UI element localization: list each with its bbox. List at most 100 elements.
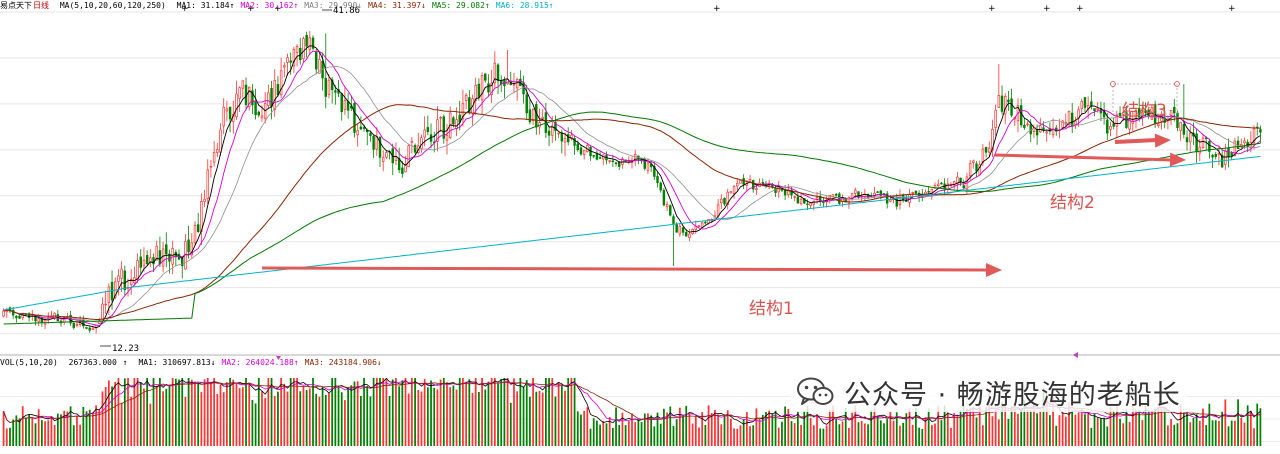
- volume-bar: [411, 378, 413, 446]
- candle-body: [292, 49, 296, 67]
- candle-body: [381, 157, 385, 162]
- volume-bar: [417, 389, 420, 446]
- volume-bar: [768, 410, 771, 446]
- event-marker: +: [247, 4, 255, 14]
- candle-body: [822, 201, 825, 204]
- volume-bar: [867, 424, 869, 446]
- volume-bar: [1246, 405, 1249, 446]
- volume-bar: [497, 383, 499, 446]
- candle-body: [582, 149, 586, 155]
- volume-bar: [857, 422, 860, 446]
- event-marker: +: [1076, 4, 1084, 14]
- candle-body: [608, 160, 611, 162]
- candle-body: [276, 84, 280, 96]
- volume-bar: [774, 410, 777, 446]
- volume-bar: [159, 378, 161, 446]
- volume-bar: [130, 396, 133, 446]
- ma-line-60: [3, 104, 1261, 320]
- candle-body: [1070, 112, 1074, 127]
- candle-body: [1083, 97, 1087, 108]
- volume-bar: [238, 388, 241, 446]
- candle-body: [751, 180, 755, 190]
- ma-legend-item-2: MA2: 30.162↑: [240, 1, 299, 10]
- candle-body: [994, 109, 997, 128]
- volume-bar: [570, 378, 573, 446]
- candle-body: [1198, 146, 1202, 154]
- candle-body: [1144, 110, 1147, 114]
- candle-body: [1208, 141, 1211, 152]
- volume-bar: [219, 384, 222, 446]
- volume-bar: [694, 416, 697, 446]
- volume-bar: [860, 420, 863, 446]
- volume-bar: [28, 414, 30, 446]
- volume-bar: [1045, 393, 1048, 446]
- candle-body: [200, 201, 203, 232]
- candle-body: [898, 194, 902, 205]
- volume-bar: [321, 386, 324, 446]
- structure1-arrow: [261, 266, 989, 272]
- volume-bar: [796, 411, 799, 446]
- ma-legend-item-4: MA4: 31.397↓: [368, 1, 426, 10]
- volume-bar: [127, 378, 129, 446]
- candle-body: [474, 84, 477, 102]
- candle-body: [327, 79, 331, 95]
- candle-body: [1243, 140, 1246, 144]
- volume-bar: [1163, 408, 1166, 446]
- candle-body: [614, 162, 618, 164]
- volume-bar: [31, 417, 34, 446]
- volume-bar: [854, 405, 857, 446]
- volume-bar: [37, 409, 40, 446]
- volume-bar: [420, 391, 423, 446]
- volume-bar: [69, 406, 72, 446]
- candle-body: [595, 153, 599, 160]
- stock-name[interactable]: 易点天下: [0, 1, 32, 10]
- volume-bar: [656, 412, 659, 446]
- volume-bar: [203, 379, 206, 446]
- candle-body: [716, 204, 720, 217]
- volume-bar: [647, 413, 649, 446]
- volume-bar: [449, 387, 452, 446]
- volume-bar: [675, 419, 678, 446]
- volume-bar: [825, 425, 828, 446]
- candle-body: [270, 87, 273, 107]
- volume-bar: [1157, 402, 1160, 446]
- volume-bar: [1042, 387, 1045, 446]
- volume-bar: [299, 391, 302, 446]
- volume-bar: [978, 400, 981, 446]
- volume-bar: [701, 412, 704, 446]
- period-label[interactable]: 日线: [33, 1, 49, 10]
- volume-bar: [717, 414, 720, 446]
- event-marker: +: [988, 4, 996, 14]
- candle-body: [512, 83, 516, 86]
- candle-body: [139, 256, 142, 268]
- candle-body: [375, 136, 379, 150]
- volume-bar: [82, 407, 85, 446]
- volume-bar: [994, 404, 997, 446]
- volume-bar: [146, 378, 149, 446]
- volume-bar: [194, 381, 196, 446]
- volume-bar: [1224, 399, 1227, 446]
- volume-bar: [1058, 415, 1061, 446]
- candle-body: [72, 323, 75, 328]
- volume-bar: [1227, 426, 1230, 446]
- volume-bar: [924, 417, 927, 446]
- candle-body: [480, 75, 484, 101]
- candle-body: [598, 157, 602, 159]
- volume-bar: [544, 378, 547, 446]
- volume-bar: [149, 403, 152, 446]
- volume-bar: [181, 378, 184, 446]
- candle-body: [477, 83, 481, 98]
- candle-body: [1195, 133, 1198, 153]
- candle-body: [1157, 123, 1160, 127]
- candle-body: [43, 319, 47, 325]
- volume-bar: [1189, 422, 1192, 446]
- volume-bar: [1198, 420, 1201, 446]
- candle-body: [563, 138, 567, 143]
- candle-body: [927, 191, 930, 193]
- volume-bar: [197, 382, 200, 446]
- volume-bar: [605, 423, 608, 446]
- candle-body: [1045, 131, 1048, 134]
- volume-bar: [1122, 423, 1125, 446]
- volume-bar: [698, 427, 700, 446]
- candle-body: [1010, 98, 1013, 116]
